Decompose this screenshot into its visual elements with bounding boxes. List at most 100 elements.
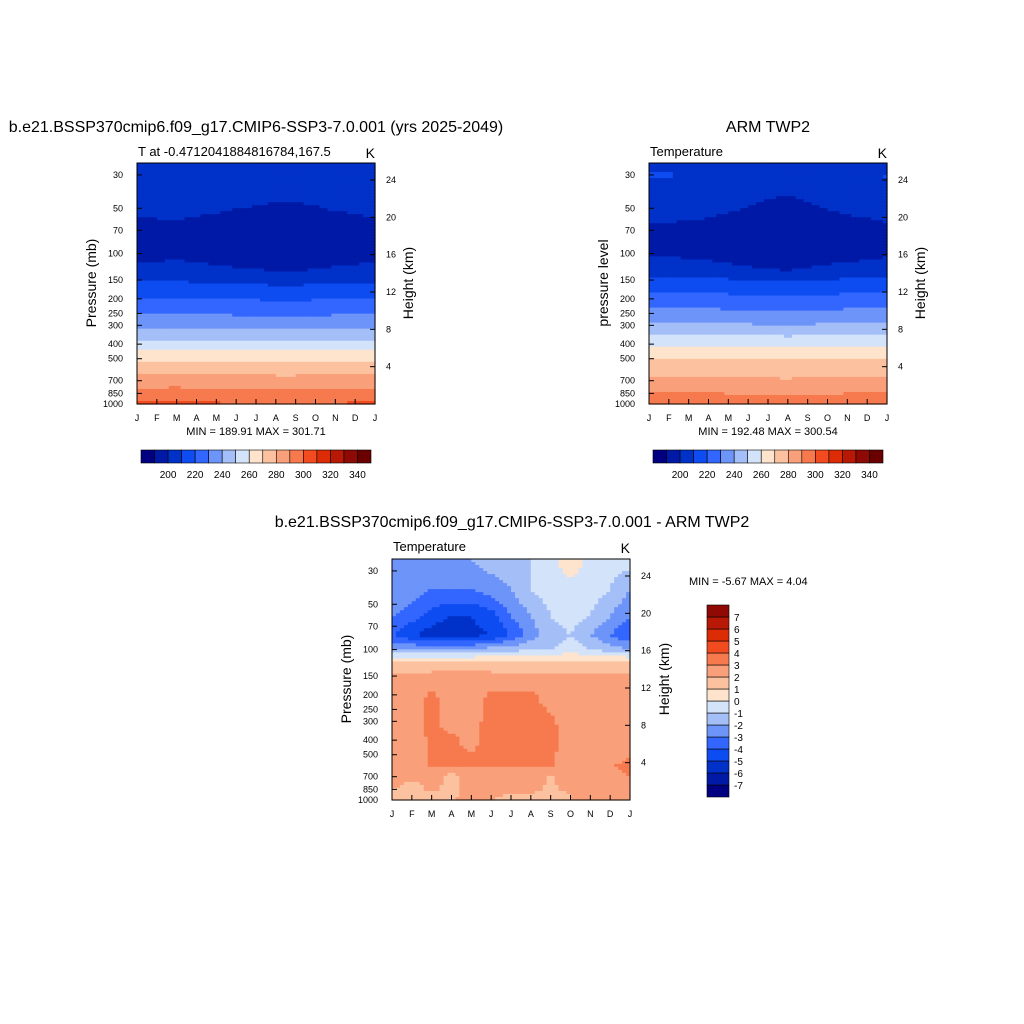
field-cell xyxy=(184,190,190,194)
field-cell xyxy=(152,169,158,173)
field-cell xyxy=(248,199,253,203)
field-cell xyxy=(236,211,241,215)
field-cell xyxy=(299,259,305,264)
x-tick-label: J xyxy=(254,413,259,423)
field-cell xyxy=(180,280,186,285)
field-cell xyxy=(156,172,162,176)
field-cell xyxy=(339,241,344,245)
field-cell xyxy=(283,214,289,218)
field-cell xyxy=(339,232,344,236)
field-cell xyxy=(363,223,368,227)
field-cell xyxy=(180,250,186,254)
field-cell xyxy=(208,214,213,218)
field-cell xyxy=(275,244,281,248)
field-cell xyxy=(351,163,356,167)
field-cell xyxy=(156,271,162,276)
field-cell xyxy=(184,274,190,279)
field-cell xyxy=(295,274,301,279)
field-cell xyxy=(371,211,376,215)
field-cell xyxy=(367,271,372,276)
field-cell xyxy=(244,274,249,279)
field-cell xyxy=(256,202,261,206)
field-cell xyxy=(259,229,265,233)
field-cell xyxy=(252,244,257,248)
field-cell xyxy=(184,229,190,233)
field-cell xyxy=(252,172,257,176)
field-cell xyxy=(152,268,158,273)
field-cell xyxy=(275,211,281,215)
field-cell xyxy=(244,256,249,260)
field-cell xyxy=(200,271,206,276)
field-cell xyxy=(168,262,174,267)
field-cell xyxy=(259,244,265,248)
field-cell xyxy=(212,187,217,191)
field-cell xyxy=(192,256,198,260)
colorbar-swatch xyxy=(154,449,169,464)
x-tick-label: J xyxy=(234,413,239,423)
field-cell xyxy=(256,166,261,170)
field-cell xyxy=(299,244,305,248)
field-cell xyxy=(216,271,221,276)
field-cell xyxy=(303,214,309,218)
field-cell xyxy=(160,220,166,224)
field-cell xyxy=(240,217,245,221)
field-cell xyxy=(252,184,257,188)
field-cell xyxy=(271,190,277,194)
field-cell xyxy=(315,274,321,279)
field-cell xyxy=(263,217,269,221)
field-cell xyxy=(331,178,336,182)
field-cell xyxy=(371,256,376,260)
field-cell xyxy=(311,238,317,242)
field-cell xyxy=(327,241,332,245)
field-cell xyxy=(275,163,281,167)
field-cell xyxy=(347,181,352,185)
field-cell xyxy=(172,235,178,239)
field-cell xyxy=(343,238,348,242)
field-cell xyxy=(311,253,317,257)
field-cell xyxy=(164,241,170,245)
field-cell xyxy=(152,277,158,282)
field-cell xyxy=(355,163,360,167)
field-cell xyxy=(256,271,261,276)
field-cell xyxy=(212,259,217,264)
field-cell xyxy=(144,283,150,288)
field-cell xyxy=(232,277,237,282)
field-cell xyxy=(176,220,182,224)
field-cell xyxy=(156,253,162,257)
field-cell xyxy=(244,205,249,209)
field-cell xyxy=(359,268,364,273)
field-cell xyxy=(204,181,209,185)
field-cell xyxy=(339,211,344,215)
field-cell xyxy=(224,277,229,282)
field-cell xyxy=(212,274,217,279)
field-cell xyxy=(204,262,209,267)
field-cell xyxy=(204,199,209,203)
field-cell xyxy=(315,220,321,224)
field-cell xyxy=(256,190,261,194)
field-cell xyxy=(240,238,245,242)
field-cell xyxy=(144,235,150,239)
field-cell xyxy=(323,193,328,197)
field-cell xyxy=(283,226,289,230)
field-cell xyxy=(355,193,360,197)
field-cell xyxy=(216,211,221,215)
field-cell xyxy=(188,217,194,221)
field-cell xyxy=(307,208,313,212)
field-cell xyxy=(287,163,293,167)
field-cell xyxy=(311,229,317,233)
field-cell xyxy=(220,181,225,185)
field-cell xyxy=(279,217,285,221)
field-cell xyxy=(244,235,249,239)
field-cell xyxy=(343,184,348,188)
field-cell xyxy=(252,169,257,173)
field-cell xyxy=(343,268,348,273)
field-cell xyxy=(307,250,313,254)
field-cell xyxy=(144,211,150,215)
field-cell xyxy=(224,268,229,273)
field-cell xyxy=(184,199,190,203)
field-cell xyxy=(331,274,336,279)
field-cell xyxy=(164,274,170,279)
field-cell xyxy=(144,226,150,230)
field-cell xyxy=(311,169,317,173)
